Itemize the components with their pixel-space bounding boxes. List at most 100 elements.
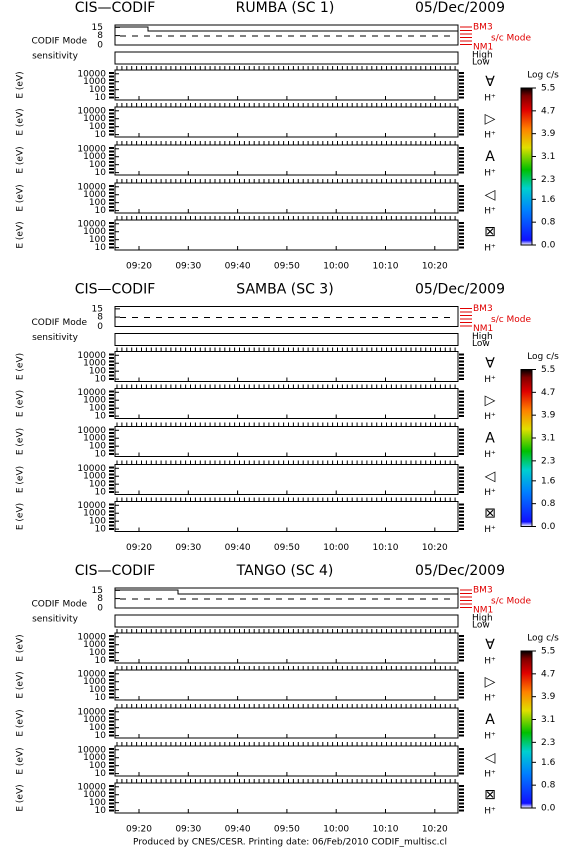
edge-tick xyxy=(459,758,464,761)
y-tick-label: 10000 xyxy=(77,782,106,792)
edge-tick xyxy=(459,93,464,95)
y-tick-label: 1000 xyxy=(83,152,106,162)
y-tick-label: 10 xyxy=(95,206,107,216)
edge-tick xyxy=(459,188,464,191)
edge-tick xyxy=(459,799,464,801)
y-tick-label: 1000 xyxy=(83,509,106,519)
edge-tick xyxy=(109,239,114,242)
edge-tick xyxy=(109,748,114,750)
y-tick-label: 10 xyxy=(95,769,107,779)
edge-tick xyxy=(459,453,464,455)
edge-tick xyxy=(459,656,464,658)
mode-label: CODIF Mode xyxy=(31,318,87,328)
edge-tick xyxy=(109,446,114,448)
y-tick-label: 10 xyxy=(95,375,107,385)
edge-tick xyxy=(459,689,464,692)
edge-tick xyxy=(109,734,114,737)
edge-tick xyxy=(459,806,464,808)
edge-tick xyxy=(459,795,464,798)
y-tick-label: 1000 xyxy=(83,396,106,406)
x-tick-label: 09:30 xyxy=(175,262,201,272)
edge-tick xyxy=(459,686,464,688)
edge-tick xyxy=(109,394,114,396)
edge-tick xyxy=(109,635,114,637)
edge-tick xyxy=(459,649,464,651)
edge-tick xyxy=(109,477,114,479)
edge-tick xyxy=(109,93,114,95)
panel-symbol: ∀ xyxy=(485,637,495,653)
mode-line xyxy=(115,26,458,32)
x-tick-label: 10:10 xyxy=(373,543,399,553)
edge-tick xyxy=(459,360,464,363)
colorbar-tick-label: 3.9 xyxy=(541,692,556,702)
edge-tick xyxy=(459,390,464,393)
edge-tick xyxy=(459,762,464,764)
mode-tick-label: 15 xyxy=(92,304,103,314)
y-tick-label: 10000 xyxy=(77,182,106,192)
mode-level: BM3 xyxy=(473,23,493,33)
y-tick-label: 10 xyxy=(95,806,107,816)
edge-tick xyxy=(459,408,464,410)
edge-tick xyxy=(109,795,114,798)
edge-tick xyxy=(459,79,464,81)
edge-tick xyxy=(109,164,114,167)
edge-tick xyxy=(109,727,114,730)
y-tick-label: 10000 xyxy=(77,144,106,154)
mode-level: NM1 xyxy=(473,606,493,616)
y-tick-label: 1000 xyxy=(83,227,106,237)
mode-tick-label: 8 xyxy=(97,313,103,323)
edge-tick xyxy=(109,408,114,410)
edge-tick xyxy=(459,645,464,648)
edge-tick xyxy=(109,89,114,92)
edge-tick xyxy=(109,397,114,400)
edge-tick xyxy=(459,202,464,205)
edge-tick xyxy=(459,514,464,516)
colorbar-label: Log c/s xyxy=(527,352,559,362)
edge-tick xyxy=(459,446,464,448)
y-tick-label: 10000 xyxy=(77,707,106,717)
y-tick-label: 100 xyxy=(89,85,106,95)
mode-level: NM1 xyxy=(473,324,493,334)
species: H⁺ xyxy=(484,732,496,742)
edge-tick xyxy=(109,731,114,733)
chart-title: SAMBA (SC 3) xyxy=(236,282,333,298)
x-tick-label: 10:20 xyxy=(422,543,448,553)
mode-axis-label: s/c Mode xyxy=(491,597,532,607)
y-tick-label: 100 xyxy=(89,442,106,452)
edge-tick xyxy=(459,130,464,132)
edge-tick xyxy=(459,157,464,160)
edge-tick xyxy=(459,713,464,716)
x-tick-label: 09:40 xyxy=(225,825,251,835)
mode-tick-label: 15 xyxy=(92,23,103,33)
edge-tick xyxy=(109,788,114,791)
edge-tick xyxy=(459,724,464,726)
energy-panel xyxy=(114,707,459,739)
species: H⁺ xyxy=(484,488,496,498)
colorbar-tick-label: 5.5 xyxy=(541,365,555,375)
edge-tick xyxy=(109,470,114,472)
edge-tick xyxy=(459,374,464,377)
y-tick-label: 10 xyxy=(95,731,107,741)
edge-tick xyxy=(109,199,114,201)
edge-tick xyxy=(459,696,464,699)
edge-tick xyxy=(459,415,464,417)
y-axis-label: E (eV) xyxy=(16,221,26,248)
edge-tick xyxy=(109,246,114,249)
edge-tick xyxy=(109,710,114,712)
colorbar xyxy=(520,650,533,809)
edge-tick xyxy=(459,792,464,794)
edge-tick xyxy=(109,724,114,726)
edge-tick xyxy=(459,734,464,737)
edge-tick xyxy=(459,642,464,644)
edge-tick xyxy=(459,364,464,366)
sensitivity-label: sensitivity xyxy=(32,333,79,343)
energy-panel xyxy=(114,464,459,495)
sensitivity-level: Low xyxy=(472,621,490,631)
edge-tick xyxy=(459,147,464,149)
y-tick-label: 100 xyxy=(89,480,106,490)
edge-tick xyxy=(459,72,464,74)
edge-tick xyxy=(459,727,464,730)
edge-tick xyxy=(459,675,464,678)
instrument: CIS—CODIF xyxy=(75,563,156,579)
edge-tick xyxy=(459,428,464,431)
